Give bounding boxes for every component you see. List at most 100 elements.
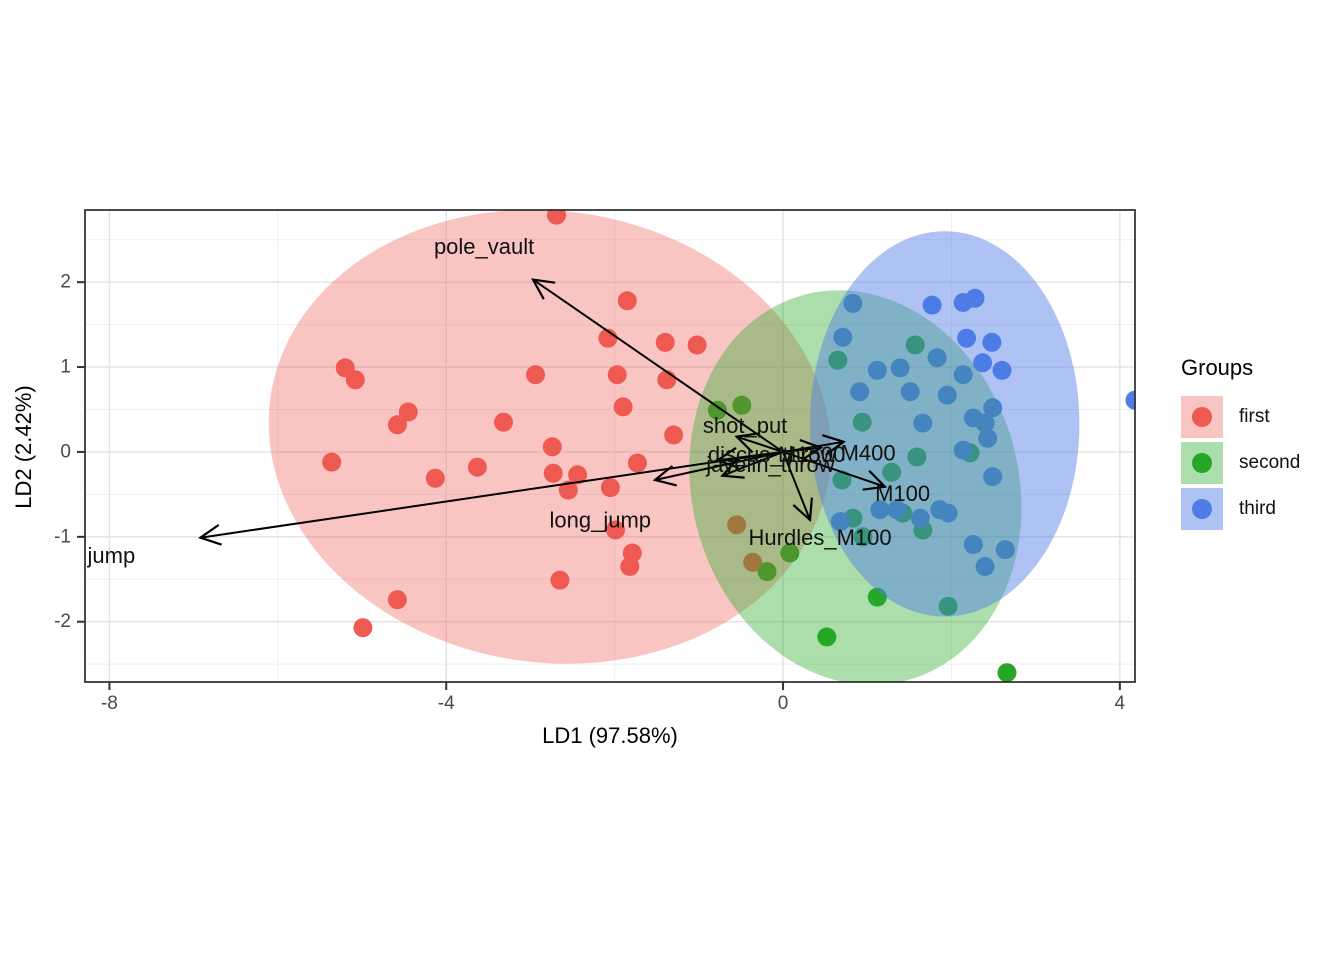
legend-item-third: third — [1181, 488, 1300, 530]
data-point-first — [568, 465, 588, 485]
loading-arrow-javelin_throw — [722, 451, 784, 476]
legend-swatch — [1181, 442, 1223, 484]
data-point-third — [978, 428, 998, 448]
data-point-first — [547, 210, 566, 225]
data-point-second — [867, 587, 887, 607]
data-point-second — [907, 447, 927, 467]
axis-ticks: -8 -4 0 4 -2 -1 0 1 2 — [54, 272, 1125, 714]
loading-arrow-shot_put — [737, 437, 784, 452]
data-point-first — [542, 437, 562, 457]
data-point-third — [900, 382, 920, 402]
data-point-first — [550, 570, 570, 590]
loading-arrow-pole_vault — [533, 280, 784, 453]
loading-label-shot_put: shot_put — [703, 413, 787, 438]
data-point-second — [817, 627, 837, 647]
legend-items: first second third — [1181, 396, 1300, 530]
data-point-second — [853, 527, 873, 547]
data-point-first — [494, 412, 513, 432]
data-point-first — [613, 397, 633, 417]
data-point-third — [913, 413, 933, 433]
data-point-third — [937, 385, 957, 405]
data-point-third — [983, 398, 1003, 418]
x-tick-label: -8 — [101, 693, 118, 714]
confidence-ellipse-third — [810, 231, 1080, 617]
data-point-third — [982, 332, 1002, 352]
y-tick-label: -2 — [54, 611, 71, 632]
data-point-third — [922, 295, 942, 315]
data-point-third — [965, 288, 985, 308]
data-point-first — [727, 515, 747, 535]
data-point-first — [387, 590, 407, 610]
legend-dot-icon — [1192, 499, 1212, 519]
data-point-second — [852, 412, 872, 432]
loading-label-javelin_throw: javelin_throw — [705, 452, 835, 477]
data-point-second — [757, 562, 777, 582]
loading-arrow-M100 — [782, 450, 885, 487]
legend-swatch — [1181, 396, 1223, 438]
data-point-third — [983, 467, 1003, 487]
confidence-ellipse-second — [689, 290, 1022, 682]
y-tick-label: 2 — [60, 272, 71, 293]
x-tick-label: 4 — [1115, 693, 1126, 714]
ellipses-layer — [268, 210, 1080, 682]
data-point-third — [887, 500, 907, 520]
data-point-third — [995, 540, 1015, 560]
data-point-third — [910, 508, 930, 528]
loading-label-jump: jump — [87, 543, 136, 568]
loading-label-pole_vault: pole_vault — [434, 234, 534, 259]
data-point-first — [627, 453, 647, 473]
loading-label-M400: M400 — [841, 440, 896, 465]
loading-label-Hurdles_M100: Hurdles_M100 — [749, 525, 892, 550]
legend-dot-icon — [1192, 407, 1212, 427]
data-point-first — [620, 557, 640, 576]
legend-item-second: second — [1181, 442, 1300, 484]
series-points-third — [830, 288, 1135, 576]
data-point-third — [975, 557, 995, 576]
data-point-first — [655, 332, 675, 352]
data-point-second — [905, 335, 925, 355]
data-point-third — [867, 360, 887, 380]
loading-label-long_jump: long_jump — [550, 507, 652, 532]
data-point-third — [957, 328, 977, 348]
loading-arrows — [200, 280, 885, 538]
legend-dot-icon — [1192, 453, 1212, 473]
data-point-third — [953, 440, 973, 460]
loading-arrow-Hurdles_M100 — [782, 451, 810, 520]
data-point-first — [743, 552, 763, 572]
legend-swatch — [1181, 488, 1223, 530]
loading-label-M100: M100 — [875, 481, 930, 506]
data-point-first — [353, 618, 373, 638]
y-axis-title: LD2 (2.42%) — [11, 385, 36, 509]
data-point-first — [543, 463, 563, 483]
legend-item-first: first — [1181, 396, 1300, 438]
legend: Groups first second third — [1181, 355, 1300, 534]
data-point-third — [963, 408, 983, 428]
confidence-ellipse-first — [268, 210, 831, 664]
data-point-first — [526, 365, 545, 385]
legend-label: third — [1239, 498, 1276, 519]
loading-arrow-jump — [200, 450, 784, 538]
data-point-first — [398, 402, 418, 422]
data-point-second — [828, 350, 848, 370]
y-tick-label: 0 — [60, 441, 71, 462]
data-point-first — [600, 478, 620, 498]
data-point-first — [322, 452, 342, 472]
data-point-first — [606, 520, 625, 540]
x-tick-label: -4 — [438, 693, 455, 714]
data-point-third — [973, 353, 993, 373]
data-point-first — [617, 291, 637, 311]
legend-label: first — [1239, 406, 1270, 427]
x-axis-title: LD1 (97.58%) — [542, 723, 678, 748]
data-point-third — [870, 500, 890, 520]
panel-border — [84, 209, 1136, 683]
data-point-second — [732, 395, 752, 415]
data-point-first — [387, 415, 407, 435]
data-point-first — [558, 480, 578, 500]
legend-label: second — [1239, 452, 1301, 473]
data-point-second — [938, 596, 958, 616]
legend-title: Groups — [1181, 355, 1254, 380]
data-point-third — [830, 512, 850, 532]
x-tick-label: 0 — [778, 693, 789, 714]
